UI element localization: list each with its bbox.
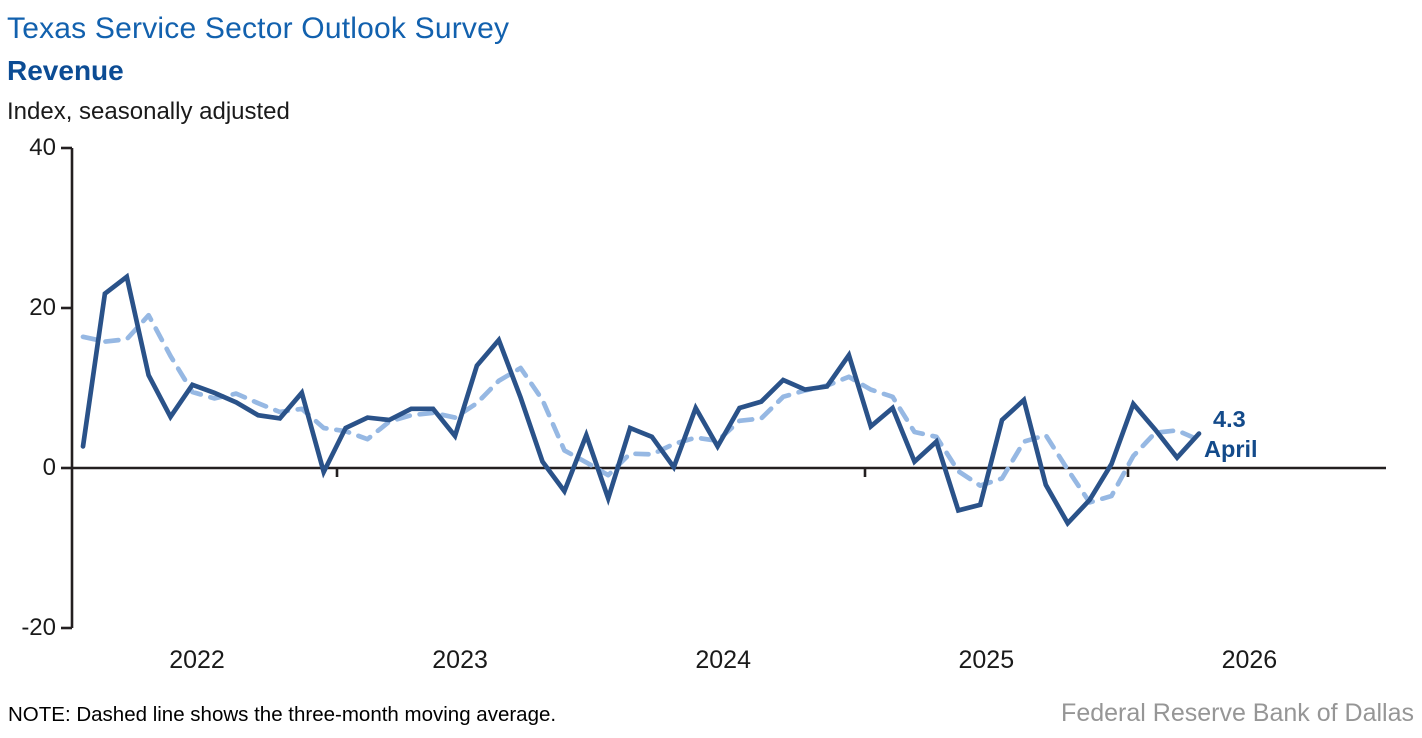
attribution: Federal Reserve Bank of Dallas <box>1061 699 1414 727</box>
chart-title: Texas Service Sector Outlook Survey <box>7 12 510 45</box>
units-label: Index, seasonally adjusted <box>7 98 290 125</box>
revenue-line <box>80 272 1202 528</box>
year-label: 2023 <box>432 646 488 674</box>
footnote: NOTE: Dashed line shows the three-month … <box>8 703 557 726</box>
year-label: 2025 <box>958 646 1015 674</box>
y-tick-label: 40 <box>29 134 56 161</box>
year-label: 2026 <box>1221 646 1278 674</box>
chart-subtitle: Revenue <box>7 55 124 86</box>
y-tick-label: 20 <box>29 294 56 321</box>
y-tick-label: -20 <box>21 614 56 641</box>
year-label: 2022 <box>169 646 225 674</box>
y-tick-label: 0 <box>42 454 56 481</box>
annotation-value: 4.3 <box>1213 406 1246 432</box>
moving-average-line <box>80 312 1202 505</box>
year-label: 2024 <box>695 646 751 674</box>
annotation-month: April <box>1204 436 1258 462</box>
